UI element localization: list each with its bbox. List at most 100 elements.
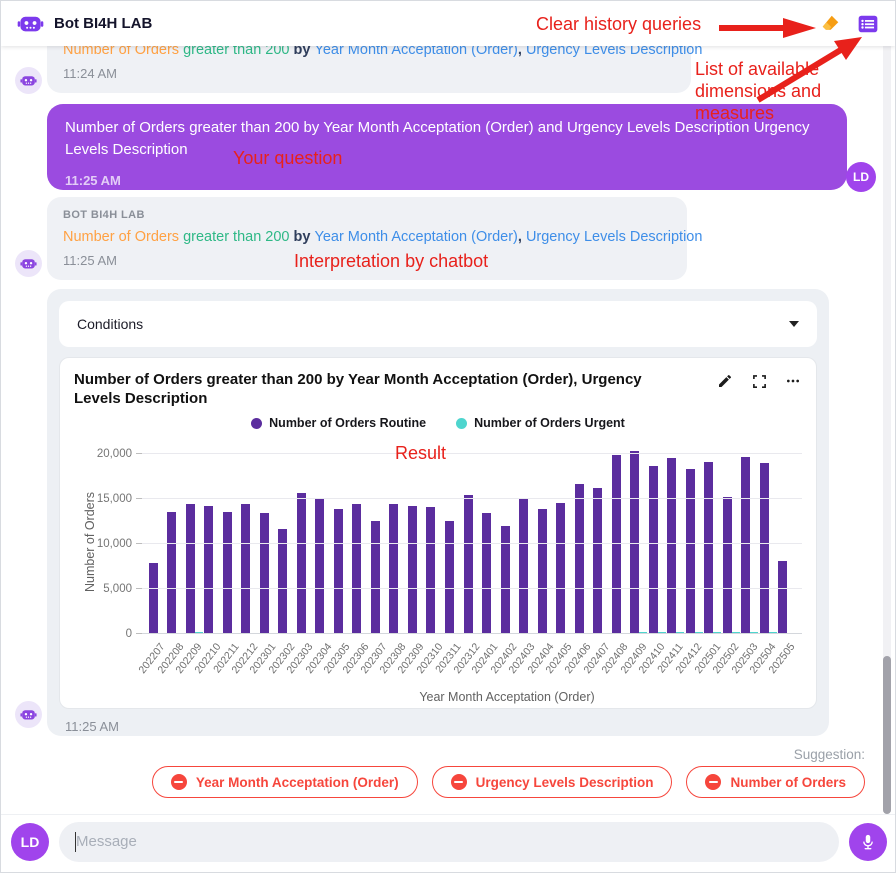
- y-tick-label: 20,000: [96, 448, 132, 460]
- bot-avatar: [15, 701, 42, 728]
- bar-routine: [556, 502, 566, 634]
- app-header: Bot BI4H LAB: [1, 1, 895, 46]
- bar-group: [648, 465, 667, 634]
- query-segment: ,: [517, 229, 526, 245]
- more-options-icon[interactable]: [784, 372, 802, 390]
- gridline: [142, 588, 802, 589]
- bar-routine: [204, 506, 214, 634]
- query-segment: Urgency Levels Description: [525, 42, 703, 58]
- bar-routine: [704, 462, 714, 634]
- result-message-card: Conditions Number of Orders greater than…: [47, 289, 829, 736]
- dimensions-list-icon[interactable]: [857, 13, 879, 35]
- bar-routine: [574, 483, 584, 634]
- bar-routine: [333, 508, 343, 634]
- annotation-dimensions: List of available dimensions and measure…: [695, 59, 822, 123]
- suggestion-chips: Year Month Acceptation (Order) Urgency Le…: [151, 766, 865, 798]
- y-tick-mark: [136, 633, 142, 634]
- legend-label: Number of Orders Urgent: [474, 416, 625, 430]
- previous-bot-message: Number of Orders greater than 200 by Yea…: [47, 28, 702, 93]
- query-segment: Number of Orders: [63, 42, 180, 58]
- bar-routine: [482, 512, 492, 634]
- bar-routine: [630, 451, 640, 634]
- bar-routine: [741, 456, 751, 634]
- message-timestamp: 11:24 AM: [63, 66, 117, 81]
- user-question-text: Number of Orders greater than 200 by Yea…: [65, 119, 810, 158]
- bar-routine: [759, 463, 769, 634]
- scrollbar-thumb[interactable]: [883, 656, 891, 814]
- bar-routine: [778, 561, 788, 634]
- legend-item[interactable]: Number of Orders Urgent: [456, 416, 625, 430]
- bar-routine: [296, 492, 306, 634]
- annotation-result: Result: [395, 443, 447, 463]
- bar-routine: [315, 498, 325, 634]
- legend-label: Number of Orders Routine: [269, 416, 427, 430]
- remove-minus-icon[interactable]: [450, 774, 467, 790]
- bar-group: [389, 504, 408, 634]
- annotation-clear-history: Clear history queries: [536, 14, 702, 34]
- bar-routine: [148, 562, 158, 634]
- bot-avatar: [15, 250, 42, 277]
- bar-group: [333, 508, 352, 634]
- bar-routine: [407, 506, 417, 634]
- query-segment: Number of Orders: [63, 229, 180, 245]
- bar-group: [167, 511, 186, 634]
- y-tick-mark: [136, 498, 142, 499]
- text-cursor: [75, 831, 76, 852]
- conditions-accordion[interactable]: Conditions: [59, 301, 817, 347]
- remove-minus-icon[interactable]: [170, 774, 187, 790]
- bar-group: [222, 511, 241, 634]
- fullscreen-icon[interactable]: [750, 372, 768, 390]
- scrollbar-track[interactable]: [883, 46, 891, 812]
- bar-group: [185, 504, 204, 634]
- query-segment: ,: [517, 42, 526, 58]
- microphone-button[interactable]: [849, 822, 887, 861]
- bar-group: [352, 503, 371, 634]
- y-axis-title: Number of Orders: [83, 491, 97, 592]
- message-timestamp: 11:25 AM: [63, 253, 117, 268]
- query-segment: Year Month Acceptation (Order): [314, 229, 518, 245]
- bar-group: [722, 497, 741, 634]
- remove-minus-icon[interactable]: [705, 774, 722, 790]
- bar-group: [463, 495, 482, 634]
- suggestion-chip[interactable]: Number of Orders: [686, 766, 865, 798]
- legend-dot: [251, 417, 263, 429]
- bar-routine: [352, 503, 362, 634]
- bar-routine: [611, 454, 621, 634]
- user-avatar: LD: [11, 822, 49, 861]
- bar-routine: [593, 488, 603, 634]
- suggestion-chip[interactable]: Urgency Levels Description: [431, 766, 673, 798]
- user-message: Number of Orders greater than 200 by Yea…: [47, 104, 847, 190]
- suggestion-chip[interactable]: Year Month Acceptation (Order): [151, 766, 418, 798]
- x-axis-tick-labels: 202207 202208 202209 202210 202211 202212 2023…: [137, 638, 798, 688]
- edit-pencil-icon[interactable]: [716, 372, 734, 390]
- bar-routine: [222, 511, 232, 634]
- bar-group: [278, 528, 297, 634]
- query-segment: by: [289, 229, 315, 245]
- user-avatar: LD: [846, 162, 876, 192]
- bar-urgent: [713, 631, 722, 634]
- bar-routine: [278, 528, 288, 634]
- bot-logo-icon: [17, 10, 44, 37]
- bar-group: [426, 507, 445, 634]
- annotation-interpretation: Interpretation by chatbot: [294, 251, 489, 271]
- chip-label: Year Month Acceptation (Order): [195, 774, 399, 790]
- message-input-container[interactable]: [59, 821, 839, 862]
- bar-group: [703, 462, 722, 634]
- message-input[interactable]: [76, 833, 823, 850]
- bar-routine: [370, 520, 380, 634]
- bar-routine: [500, 526, 510, 634]
- gridline: [142, 498, 802, 499]
- clear-history-eraser-icon[interactable]: [819, 13, 841, 35]
- bar-group: [407, 506, 426, 634]
- bar-routine: [463, 495, 473, 634]
- bar-group: [778, 561, 797, 634]
- bar-group: [204, 506, 223, 634]
- query-segment: greater than 200: [179, 229, 290, 245]
- composer-bar: LD: [1, 814, 895, 872]
- chip-label: Urgency Levels Description: [475, 774, 654, 790]
- bar-routine: [426, 507, 436, 634]
- y-tick-label: 0: [125, 628, 132, 640]
- legend-item[interactable]: Number of Orders Routine: [251, 416, 426, 430]
- query-segment: by: [289, 42, 315, 58]
- chip-label: Number of Orders: [730, 774, 846, 790]
